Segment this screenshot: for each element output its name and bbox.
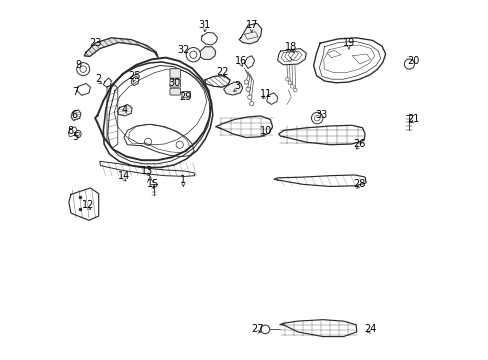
Text: 16: 16 [234, 56, 246, 66]
Circle shape [293, 88, 296, 92]
Text: 27: 27 [250, 324, 263, 334]
Text: 5: 5 [72, 132, 78, 142]
Circle shape [285, 77, 288, 81]
Text: 21: 21 [407, 114, 419, 124]
FancyBboxPatch shape [182, 91, 190, 98]
Text: 8: 8 [67, 126, 74, 136]
Text: 4: 4 [122, 105, 128, 115]
Text: 11: 11 [260, 89, 272, 99]
Text: 9: 9 [75, 60, 81, 70]
FancyBboxPatch shape [170, 79, 180, 87]
Circle shape [261, 325, 269, 334]
Circle shape [245, 87, 250, 91]
Text: 1: 1 [180, 175, 186, 185]
Text: 25: 25 [128, 71, 141, 81]
Circle shape [249, 102, 253, 106]
Ellipse shape [75, 130, 81, 138]
Circle shape [77, 63, 89, 76]
Text: 33: 33 [315, 110, 327, 120]
Polygon shape [84, 38, 158, 58]
Text: 12: 12 [81, 200, 94, 210]
Text: 30: 30 [168, 78, 180, 88]
Text: 17: 17 [245, 20, 257, 30]
FancyBboxPatch shape [170, 69, 180, 78]
Text: 26: 26 [353, 139, 365, 149]
Text: 31: 31 [198, 20, 211, 30]
Circle shape [186, 48, 200, 62]
Text: 14: 14 [118, 171, 130, 181]
Polygon shape [223, 82, 242, 95]
Circle shape [290, 85, 294, 88]
Text: 32: 32 [177, 45, 189, 55]
Text: 13: 13 [141, 166, 153, 176]
Text: 28: 28 [353, 179, 365, 189]
Circle shape [244, 80, 248, 84]
Circle shape [247, 95, 251, 99]
Text: 7: 7 [72, 87, 78, 97]
Text: 3: 3 [234, 81, 240, 91]
Polygon shape [199, 47, 215, 59]
Text: 20: 20 [407, 56, 419, 66]
Circle shape [311, 112, 322, 124]
Text: 22: 22 [216, 67, 229, 77]
Text: 18: 18 [285, 42, 297, 52]
Text: 29: 29 [179, 92, 191, 102]
Polygon shape [239, 23, 261, 44]
Text: 10: 10 [260, 126, 272, 136]
Circle shape [287, 81, 291, 85]
Circle shape [404, 59, 413, 69]
Text: 15: 15 [146, 179, 159, 189]
Text: 24: 24 [364, 324, 376, 334]
Text: 6: 6 [71, 110, 78, 120]
Text: 2: 2 [95, 74, 102, 84]
FancyBboxPatch shape [170, 88, 180, 95]
Text: 23: 23 [89, 38, 101, 48]
Text: 19: 19 [342, 38, 354, 48]
